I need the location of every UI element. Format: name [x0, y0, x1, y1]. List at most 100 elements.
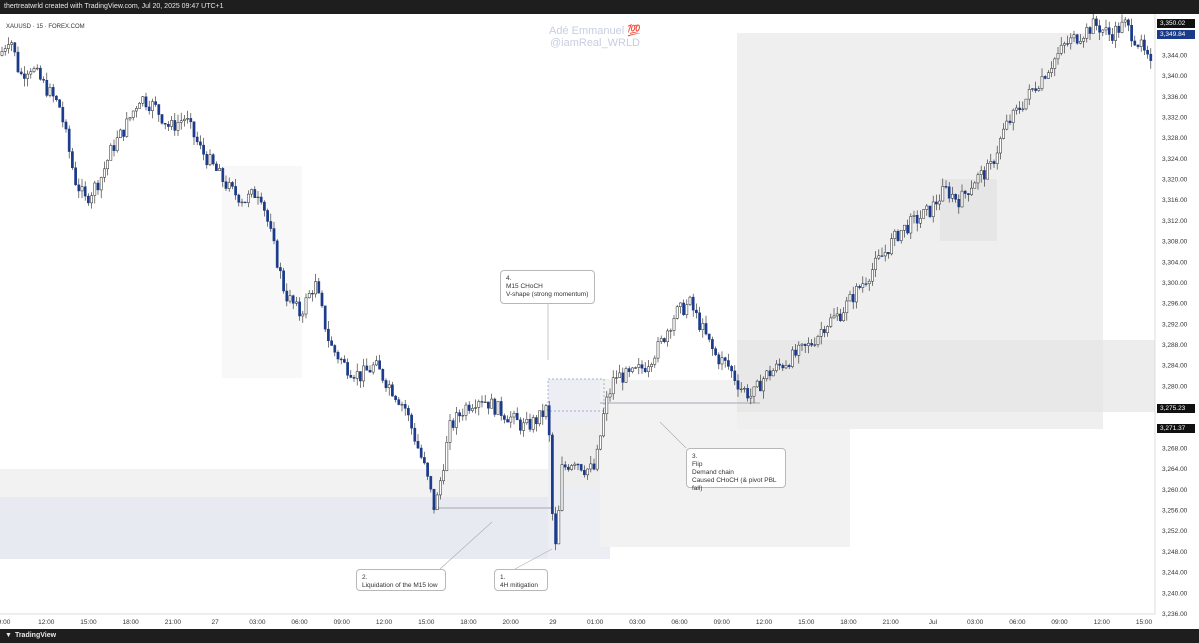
candle-bullish	[355, 371, 359, 379]
price-axis[interactable]: 3,348.003,344.003,340.003,336.003,332.00…	[1162, 32, 1188, 618]
price-badge-current: 3,349.84	[1157, 30, 1195, 39]
candle-bullish	[1027, 89, 1031, 100]
candle-bullish	[624, 368, 628, 383]
price-chart[interactable]: 3,348.003,344.003,340.003,336.003,332.00…	[0, 14, 1199, 629]
candle-bullish	[1139, 39, 1143, 47]
candle-bullish	[80, 186, 84, 192]
candle-bullish	[474, 407, 477, 409]
pointer-3	[659, 421, 687, 449]
time-axis[interactable]: 9:00 12:00 15:00 18:00 21:00 27 03:00 06:00 09:0…	[0, 619, 1153, 626]
price-tick-label: 3,264.00	[1162, 466, 1188, 473]
candle-bullish	[1085, 27, 1089, 39]
candle-bullish	[602, 413, 605, 437]
price-tick-label: 3,320.00	[1162, 177, 1188, 184]
time-tick-label: 03:00	[249, 619, 266, 626]
candle-bullish	[307, 293, 311, 299]
candle-bullish	[842, 312, 845, 322]
candle-bullish	[679, 302, 682, 307]
candle-bullish	[314, 281, 317, 295]
candle-bearish	[397, 399, 401, 405]
candle-bullish	[701, 323, 705, 331]
candle-bearish	[493, 398, 497, 415]
price-tick-label: 3,344.00	[1162, 52, 1188, 59]
annotation-4[interactable]: 4. M15 CHoCH V-shape (strong momentum)	[500, 270, 595, 304]
candle-bullish	[1037, 88, 1041, 91]
candle-bullish	[656, 341, 660, 359]
brand-label: TradingView	[14, 632, 57, 639]
candle-bullish	[570, 465, 573, 470]
candle-bullish	[931, 201, 935, 217]
candle-bullish	[775, 363, 778, 371]
candle-bullish	[890, 238, 893, 255]
candle-bearish	[352, 377, 356, 379]
candle-bearish	[173, 120, 177, 131]
annotation-1[interactable]: 1. 4H mitigation	[494, 569, 548, 591]
candle-bullish	[874, 257, 877, 270]
time-tick-label: 12:00	[38, 619, 55, 626]
candle-bearish	[451, 420, 455, 428]
annotation-2[interactable]: 2. Liquidation of the M15 low	[356, 569, 446, 591]
candle-bearish	[259, 196, 263, 203]
candle-bearish	[663, 338, 666, 343]
candle-bearish	[45, 79, 49, 96]
candle-bullish	[912, 214, 916, 217]
candle-bullish	[141, 96, 145, 104]
candle-bearish	[954, 193, 957, 200]
candle-bearish	[1008, 120, 1012, 123]
candle-bearish	[541, 410, 545, 417]
candle-bearish	[64, 121, 68, 130]
candle-bearish	[880, 255, 884, 257]
candle-bearish	[592, 463, 596, 470]
price-tick-label: 3,312.00	[1162, 218, 1188, 225]
candle-bearish	[224, 181, 228, 189]
candle-bearish	[298, 301, 301, 317]
time-tick-label: 20:00	[503, 619, 520, 626]
candle-bearish	[39, 67, 42, 80]
candle-bearish	[83, 186, 87, 197]
tradingview-brand[interactable]: ▼ TradingView	[5, 632, 56, 639]
candle-bearish	[467, 404, 471, 411]
price-tick-label: 3,304.00	[1162, 259, 1188, 266]
candle-bullish	[1120, 21, 1124, 33]
price-tick-label: 3,236.00	[1162, 611, 1188, 618]
candle-bullish	[461, 415, 465, 417]
candle-bullish	[48, 87, 52, 96]
candle-bearish	[163, 122, 167, 125]
annotation-3[interactable]: 3. Flip Demand chain Caused CHoCH (& piv…	[686, 448, 786, 492]
candle-bearish	[554, 513, 557, 545]
candle-bearish	[704, 323, 708, 335]
candle-bearish	[528, 419, 532, 430]
candle-bullish	[544, 405, 548, 417]
chart-frame[interactable]: 3,348.003,344.003,340.003,336.003,332.00…	[0, 14, 1199, 629]
time-tick-label: 27	[211, 619, 219, 626]
candle-bullish	[1002, 128, 1005, 139]
candle-bullish	[925, 205, 929, 210]
candle-bullish	[765, 370, 769, 380]
candle-bearish	[810, 343, 813, 346]
candle-bearish	[221, 168, 225, 182]
candle-bullish	[128, 117, 132, 120]
candle-bullish	[471, 408, 474, 411]
candle-bearish	[794, 349, 797, 356]
candle-bearish	[419, 447, 423, 458]
candle-bearish	[551, 434, 554, 514]
candle-bearish	[282, 270, 285, 292]
candle-bearish	[967, 193, 970, 195]
candle-bearish	[407, 408, 410, 416]
candle-bearish	[160, 114, 164, 124]
candle-bullish	[807, 343, 810, 346]
candle-bearish	[384, 380, 388, 389]
pointer-2	[439, 521, 493, 570]
candle-bullish	[749, 395, 753, 399]
candle-bearish	[87, 195, 90, 204]
candle-bearish	[915, 214, 919, 224]
candle-bearish	[327, 328, 330, 342]
candle-bullish	[29, 71, 33, 75]
candle-bullish	[605, 396, 609, 414]
candle-bullish	[653, 357, 657, 365]
candle-bullish	[829, 317, 833, 327]
time-tick-label: 21:00	[165, 619, 182, 626]
zone-left-grey-top	[0, 469, 560, 497]
candle-bullish	[634, 367, 637, 369]
candle-bearish	[285, 290, 289, 302]
